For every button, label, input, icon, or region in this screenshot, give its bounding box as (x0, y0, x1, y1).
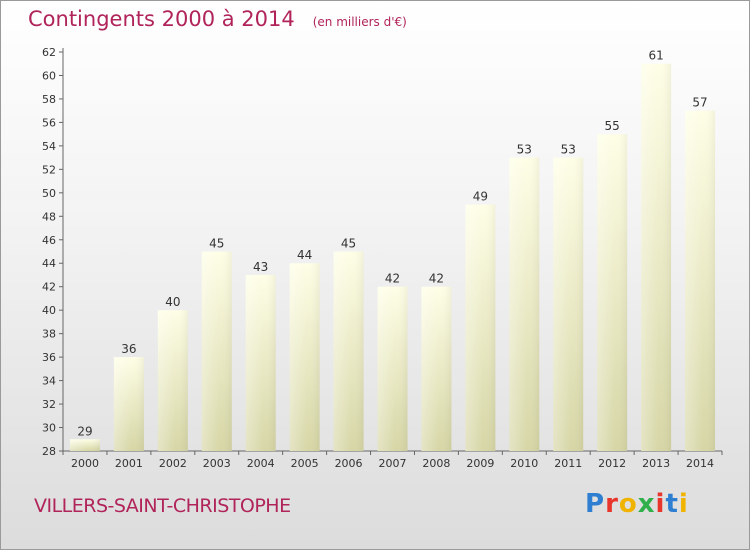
brand-letter: P (585, 489, 606, 519)
data-label: 55 (605, 119, 620, 133)
y-tick-label: 54 (42, 140, 56, 153)
x-tick-label: 2001 (115, 457, 143, 470)
x-tick-label: 2009 (466, 457, 494, 470)
y-tick-label: 28 (42, 445, 56, 458)
x-tick-label: 2010 (510, 457, 538, 470)
data-label: 43 (253, 260, 268, 274)
bar-shade (377, 286, 408, 451)
bar-shade (333, 251, 364, 451)
y-tick-label: 58 (42, 93, 56, 106)
data-label: 45 (209, 237, 224, 251)
data-label: 44 (297, 248, 312, 262)
y-tick-label: 48 (42, 210, 56, 223)
x-tick-label: 2007 (379, 457, 407, 470)
bars (69, 63, 716, 452)
bar-shade (157, 310, 188, 451)
y-tick-label: 32 (42, 398, 56, 411)
bar-shade (597, 134, 628, 451)
x-tick-label: 2014 (686, 457, 714, 470)
y-tick-label: 46 (42, 234, 56, 247)
x-tick-label: 2003 (203, 457, 231, 470)
bar-shade (553, 157, 584, 451)
data-label: 57 (692, 96, 707, 110)
bar-shade (201, 251, 232, 451)
y-tick-label: 30 (42, 422, 56, 435)
brand-letter: t (665, 489, 679, 519)
location-name: VILLERS-SAINT-CHRISTOPHE (34, 495, 291, 517)
y-tick-label: 52 (42, 163, 56, 176)
x-tick-label: 2012 (598, 457, 626, 470)
x-tick-label: 2006 (335, 457, 363, 470)
bar-shade (509, 157, 540, 451)
data-label: 29 (77, 424, 92, 438)
brand-letter: r (605, 489, 619, 519)
brand-letter: i (678, 489, 689, 519)
bar-shade (245, 274, 276, 451)
y-tick-label: 50 (42, 187, 56, 200)
data-label: 53 (561, 143, 576, 157)
y-tick-label: 34 (42, 375, 56, 388)
brand-letter: o (618, 489, 638, 519)
y-tick-label: 56 (42, 116, 56, 129)
title-text: Contingents 2000 à 2014 (28, 7, 295, 31)
y-tick-label: 44 (42, 257, 56, 270)
bar-shade (421, 286, 452, 451)
bar-shade (289, 263, 320, 451)
x-tick-label: 2000 (71, 457, 99, 470)
x-tick-label: 2008 (422, 457, 450, 470)
data-label: 49 (473, 190, 488, 204)
data-label: 42 (429, 272, 444, 286)
bar-shade (685, 110, 716, 452)
y-tick-label: 36 (42, 351, 56, 364)
x-tick-label: 2013 (642, 457, 670, 470)
bar-shade (113, 357, 144, 451)
y-tick-label: 42 (42, 281, 56, 294)
bar-shade (465, 204, 496, 451)
x-tick-label: 2002 (159, 457, 187, 470)
y-tick-label: 38 (42, 328, 56, 341)
value-labels: 29 36 40 45 43 44 45 42 42 49 53 53 55 61 57 (77, 49, 707, 439)
bar-shade (69, 439, 100, 451)
axes: 28 30 32 34 36 38 40 42 44 46 48 50 52 54 56 58 60 62 2000… (42, 46, 723, 470)
chart-title: Contingents 2000 à 2014 (en milliers d'€) (28, 7, 407, 31)
brand-letter: x (637, 489, 656, 519)
brand-letter: i (655, 489, 666, 519)
data-label: 40 (165, 295, 180, 309)
unit-label: (en milliers d'€) (312, 15, 407, 29)
x-tick-label: 2011 (554, 457, 582, 470)
y-tick-label: 62 (42, 46, 56, 59)
data-label: 53 (517, 143, 532, 157)
data-label: 42 (385, 272, 400, 286)
data-label: 36 (121, 342, 136, 356)
x-tick-label: 2005 (291, 457, 319, 470)
proxiti-logo: Proxiti (585, 489, 689, 519)
data-label: 61 (648, 49, 663, 63)
y-tick-label: 40 (42, 304, 56, 317)
bar-shade (641, 63, 672, 452)
data-label: 45 (341, 237, 356, 251)
y-tick-label: 60 (42, 69, 56, 82)
x-tick-label: 2004 (247, 457, 275, 470)
